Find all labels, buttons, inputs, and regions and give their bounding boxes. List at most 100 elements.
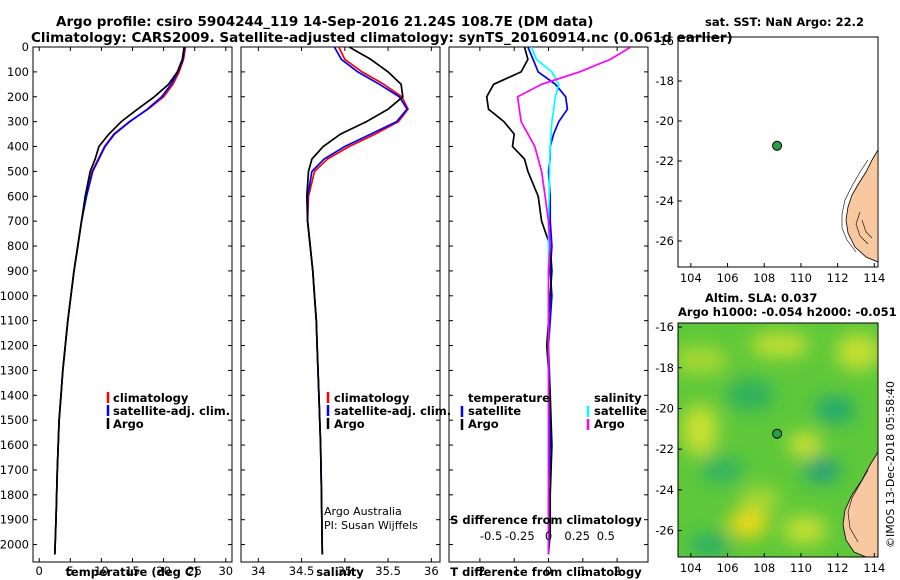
argo-float-marker [772, 140, 783, 151]
depth-tick-label: 1700 [0, 463, 29, 477]
figure-title-line1: Argo profile: csiro 5904244_119 14-Sep-2… [56, 14, 593, 30]
map-y-tick-label: -22 [655, 442, 674, 456]
depth-tick-label: 300 [7, 115, 29, 129]
bottom-map-title-line2: Argo h1000: -0.054 h2000: -0.051 [678, 305, 897, 319]
bottom-map [677, 322, 879, 558]
legend-header-salinity: salinity [594, 391, 642, 405]
s-difference-axis-label: S difference from climatology [450, 513, 642, 527]
depth-tick-label: 1600 [0, 438, 29, 452]
x-tick-label: 34.5 [289, 564, 315, 578]
depth-tick-label: 1300 [0, 363, 29, 377]
x-tick-label: 0 [545, 564, 552, 578]
legend-label-t-satellite: satellite [468, 404, 521, 418]
difference-legend-temperature: temperature satellite Argo [460, 391, 550, 431]
legend-label-satellite: satellite-adj. clim. [113, 404, 230, 418]
top-map-title: sat. SST: NaN Argo: 22.2 [705, 15, 864, 29]
argo-float-marker [772, 428, 783, 439]
x-tick-label: 0 [36, 564, 43, 578]
map-y-tick-label: -18 [655, 361, 674, 375]
map-x-tick-label: 114 [863, 271, 885, 285]
x-tick-label: 30 [218, 564, 233, 578]
x-tick-label: 2 [613, 564, 620, 578]
salinity-panel-frame [240, 46, 441, 563]
x2-tick-label: 0.5 [597, 529, 615, 543]
x-tick-label: 36 [424, 564, 439, 578]
series-s-satellite [530, 47, 560, 555]
depth-tick-label: 600 [7, 189, 29, 203]
coastal-contour-top [841, 159, 869, 253]
legend-label-argo: Argo [334, 417, 365, 431]
map-x-tick-label: 106 [717, 271, 739, 285]
t-difference-axis-label: T difference from climatology [450, 565, 642, 579]
figure-title-line2: Climatology: CARS2009. Satellite-adjuste… [31, 30, 733, 46]
depth-tick-label: 500 [7, 164, 29, 178]
x-tick-label: 25 [187, 564, 202, 578]
depth-tick-label: 1400 [0, 388, 29, 402]
x-tick-label: 34 [251, 564, 266, 578]
map-x-tick-label: 104 [680, 271, 702, 285]
legend-header-temperature: temperature [468, 391, 550, 405]
map-x-tick-label: 114 [863, 561, 885, 575]
depth-tick-label: 1500 [0, 413, 29, 427]
depth-tick-label: 1100 [0, 314, 29, 328]
map-y-tick-label: -26 [655, 524, 674, 538]
top-map [677, 36, 879, 268]
temperature-axis-label: temperature (deg C) [65, 565, 198, 579]
depth-tick-label: 700 [7, 214, 29, 228]
x-tick-label: 35.5 [375, 564, 401, 578]
credit-argo-australia: Argo Australia [324, 505, 402, 518]
map-y-tick-label: -18 [655, 74, 674, 88]
bottom-map-axes: 104 106 108 110 112 114 -16 -18 -20 -22 -24 -26 [655, 320, 885, 575]
difference-plot [485, 47, 632, 555]
map-x-tick-label: 112 [827, 561, 849, 575]
x-tick-label: -2 [474, 564, 485, 578]
depth-tick-label: 400 [7, 140, 29, 154]
x-tick-label: 5 [67, 564, 74, 578]
series-t-argo [485, 47, 553, 555]
x-tick-label: 15 [125, 564, 140, 578]
depth-axis: 0 100 200 300 400 500 600 700 800 900 1000 1100 1200… [0, 40, 29, 552]
depth-tick-label: 1900 [0, 513, 29, 527]
depth-tick-label: 2000 [0, 538, 29, 552]
x-tick-label: 35 [338, 564, 353, 578]
x-axis-ticks: 0 5 10 15 20 25 30 34 34.5 35 35.5 36 -2 -1 0 1 2 -0.5 -0.… [33, 46, 648, 578]
map-x-tick-label: 110 [790, 271, 812, 285]
depth-tick-label: 1000 [0, 289, 29, 303]
temperature-plot [53, 47, 187, 555]
map-y-tick-label: -16 [655, 34, 674, 48]
salinity-plot [305, 47, 409, 555]
depth-tick-label: 100 [7, 65, 29, 79]
depth-tick-label: 900 [7, 264, 29, 278]
depth-tick-label: 800 [7, 239, 29, 253]
map-x-tick-label: 104 [680, 561, 702, 575]
x2-tick-label: -0.5 [480, 529, 502, 543]
map-x-tick-label: 112 [827, 271, 849, 285]
map-x-tick-label: 108 [753, 561, 775, 575]
sla-field [678, 333, 878, 557]
legend-label-satellite: satellite-adj. clim. [334, 404, 451, 418]
map-y-tick-label: -16 [655, 320, 674, 334]
top-map-axes: 104 106 108 110 112 114 -16 -18 -20 -22 -24 -26 [655, 34, 885, 285]
series-satellite-adj-clim- [306, 47, 409, 555]
legend-label-climatology: climatology [334, 391, 410, 405]
difference-legend-salinity: salinity satellite Argo [586, 391, 647, 431]
x2-tick-label: 0 [545, 529, 552, 543]
coastal-contour-bottom [847, 469, 869, 543]
legend-label-argo: Argo [113, 417, 144, 431]
temperature-panel-frame [32, 46, 233, 563]
imos-watermark: ©IMOS 13-Dec-2018 05:58:40 [884, 381, 897, 548]
map-y-tick-label: -20 [655, 401, 674, 415]
credit-pi: PI: Susan Wijffels [324, 519, 418, 532]
x2-tick-label: 0.25 [564, 529, 590, 543]
x2-tick-label: -0.25 [505, 529, 535, 543]
legend-label-t-argo: Argo [468, 417, 499, 431]
salinity-legend: climatology satellite-adj. clim. Argo [326, 391, 451, 431]
bottom-map-frame [677, 322, 879, 558]
map-y-tick-label: -24 [655, 194, 674, 208]
temperature-legend: climatology satellite-adj. clim. Argo [106, 391, 230, 431]
legend-label-s-satellite: satellite [594, 404, 647, 418]
x-tick-label: 20 [156, 564, 171, 578]
legend-label-climatology: climatology [113, 391, 189, 405]
depth-tick-label: 0 [22, 40, 29, 54]
